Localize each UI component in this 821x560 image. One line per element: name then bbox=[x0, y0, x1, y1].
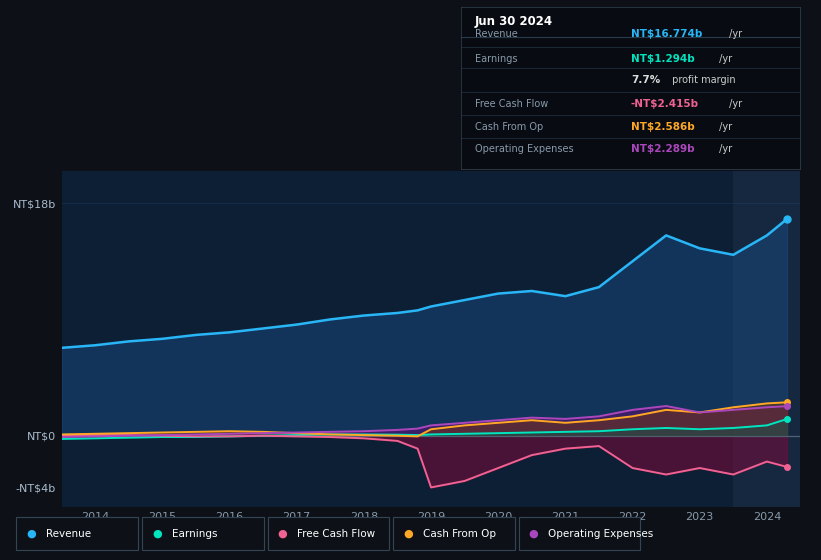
Text: /yr: /yr bbox=[717, 122, 732, 132]
Text: Operating Expenses: Operating Expenses bbox=[548, 529, 654, 539]
Text: ●: ● bbox=[152, 529, 162, 539]
Text: /yr: /yr bbox=[717, 54, 732, 64]
Text: /yr: /yr bbox=[726, 29, 742, 39]
Text: NT$2.586b: NT$2.586b bbox=[631, 122, 695, 132]
Text: profit margin: profit margin bbox=[669, 74, 736, 85]
Text: NT$2.289b: NT$2.289b bbox=[631, 144, 695, 155]
Text: Revenue: Revenue bbox=[46, 529, 91, 539]
Text: Operating Expenses: Operating Expenses bbox=[475, 144, 574, 155]
Text: 7.7%: 7.7% bbox=[631, 74, 660, 85]
Text: Free Cash Flow: Free Cash Flow bbox=[297, 529, 375, 539]
Text: ●: ● bbox=[26, 529, 36, 539]
Text: Earnings: Earnings bbox=[172, 529, 217, 539]
Text: ●: ● bbox=[529, 529, 539, 539]
Text: /yr: /yr bbox=[726, 99, 742, 109]
Text: Cash From Op: Cash From Op bbox=[475, 122, 544, 132]
Text: ●: ● bbox=[403, 529, 413, 539]
Text: Jun 30 2024: Jun 30 2024 bbox=[475, 15, 553, 28]
Text: Earnings: Earnings bbox=[475, 54, 517, 64]
Text: Cash From Op: Cash From Op bbox=[423, 529, 496, 539]
Text: ●: ● bbox=[277, 529, 287, 539]
Text: Revenue: Revenue bbox=[475, 29, 518, 39]
Text: /yr: /yr bbox=[717, 144, 732, 155]
Text: -NT$2.415b: -NT$2.415b bbox=[631, 99, 699, 109]
Text: NT$1.294b: NT$1.294b bbox=[631, 54, 695, 64]
Text: Free Cash Flow: Free Cash Flow bbox=[475, 99, 548, 109]
Text: NT$16.774b: NT$16.774b bbox=[631, 29, 702, 39]
Bar bbox=[733, 171, 800, 507]
